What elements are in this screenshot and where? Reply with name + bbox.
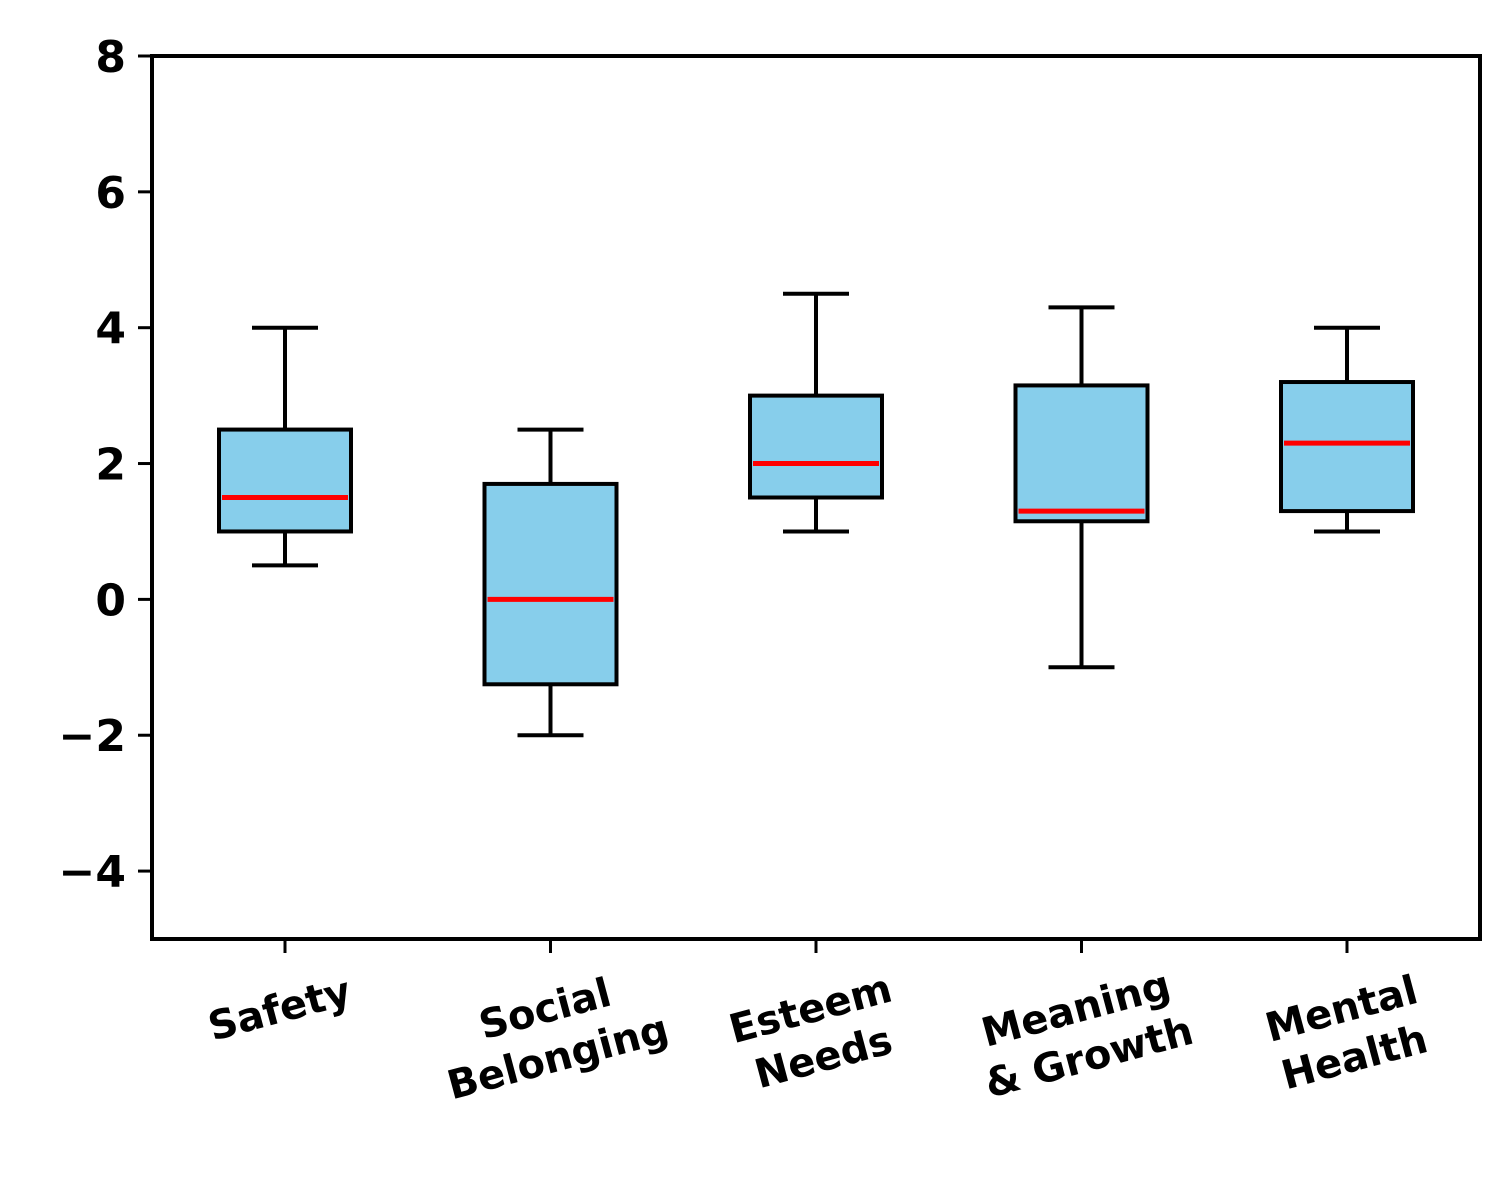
iqr-box-3 (1013, 383, 1150, 524)
plot-frame (150, 54, 1482, 941)
box-2 (748, 291, 884, 534)
y-tick-label-5: 6 (95, 168, 126, 219)
box-3 (1013, 305, 1150, 670)
y-axis: −4 −2 0 2 4 6 8 (59, 32, 152, 898)
y-tick-label-6: 8 (95, 32, 126, 83)
box-1 (482, 427, 619, 738)
iqr-box-1 (482, 481, 619, 687)
iqr-box-2 (748, 393, 884, 500)
box-0 (217, 325, 353, 568)
iqr-box-4 (1279, 380, 1415, 514)
y-tick-label-2: 0 (95, 575, 126, 626)
x-tick-label-0: Safety (203, 968, 355, 1050)
y-tick-label-4: 4 (95, 304, 126, 355)
iqr-box-0 (217, 427, 353, 534)
y-tick-label-3: 2 (95, 440, 126, 491)
boxes (217, 291, 1415, 738)
x-tick-label-0-line-0: Safety (203, 968, 355, 1050)
x-tick-label-3: Meaning& Growth (977, 962, 1198, 1107)
y-tick-label-1: −2 (59, 711, 126, 762)
box-4 (1279, 325, 1415, 534)
y-tick-label-0: −4 (59, 847, 126, 898)
